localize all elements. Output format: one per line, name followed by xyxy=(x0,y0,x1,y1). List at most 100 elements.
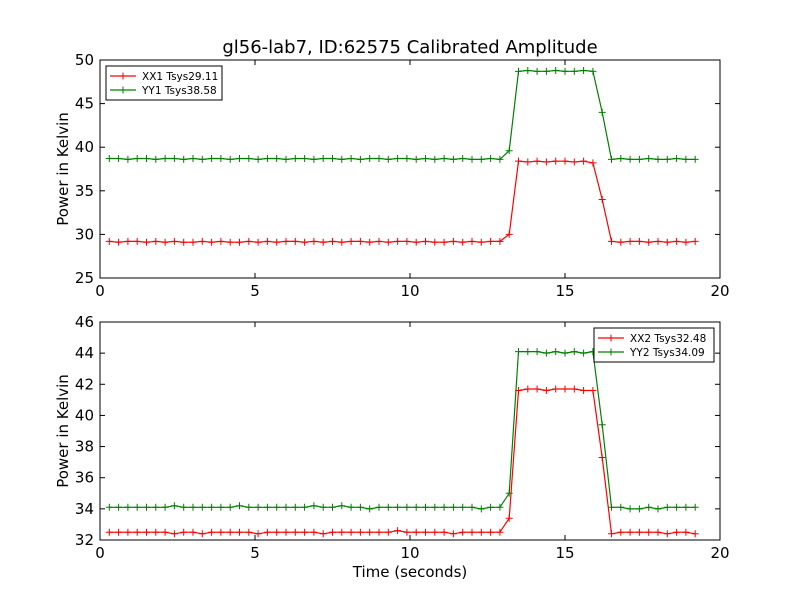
data-point xyxy=(115,155,123,163)
data-point xyxy=(645,238,653,246)
data-point xyxy=(291,503,299,511)
data-point xyxy=(515,157,522,165)
data-point xyxy=(524,158,532,166)
data-point xyxy=(570,348,578,356)
data-point xyxy=(291,528,299,536)
series-line xyxy=(109,388,696,535)
data-point xyxy=(487,155,495,163)
data-point xyxy=(654,155,662,163)
data-point xyxy=(459,528,467,536)
data-point xyxy=(180,528,188,536)
data-point xyxy=(189,155,197,163)
data-point xyxy=(170,502,178,510)
data-point xyxy=(487,528,495,536)
data-point xyxy=(236,528,243,536)
data-point xyxy=(394,155,402,163)
data-point xyxy=(105,237,113,245)
data-point xyxy=(580,66,588,74)
data-point xyxy=(663,503,671,511)
data-point xyxy=(366,238,374,246)
legend: XX2 Tsys32.48 YY2 Tsys34.09 xyxy=(593,327,715,363)
data-point xyxy=(589,159,597,167)
y-tick-label: 40 xyxy=(75,138,94,156)
series-yy1 xyxy=(105,66,699,163)
legend-label: YY1 Tsys38.58 xyxy=(141,85,217,97)
data-point xyxy=(542,349,550,357)
x-tick-label: 10 xyxy=(400,544,419,562)
data-point xyxy=(217,528,225,536)
data-point xyxy=(263,528,271,536)
data-point xyxy=(375,237,383,245)
data-point xyxy=(459,503,467,511)
data-point xyxy=(291,155,299,163)
series-line xyxy=(109,160,696,243)
data-point xyxy=(505,489,513,497)
data-point xyxy=(580,349,588,357)
data-point xyxy=(152,155,160,163)
data-point xyxy=(310,502,318,510)
legend-box xyxy=(593,327,715,363)
data-point xyxy=(626,237,634,245)
data-point xyxy=(505,230,513,238)
data-point xyxy=(663,238,671,246)
data-point xyxy=(663,155,671,163)
data-point xyxy=(161,503,169,511)
data-point xyxy=(654,237,662,245)
data-point xyxy=(459,238,467,246)
data-point xyxy=(635,505,643,513)
data-point xyxy=(105,503,113,511)
data-point xyxy=(347,528,355,536)
y-tick-label: 50 xyxy=(75,51,94,69)
data-point xyxy=(524,348,532,356)
data-point xyxy=(143,155,150,163)
data-point xyxy=(245,503,253,511)
data-point xyxy=(124,503,132,511)
data-point xyxy=(310,237,318,245)
data-point xyxy=(626,528,634,536)
data-point xyxy=(691,530,699,538)
data-point xyxy=(226,503,234,511)
data-point xyxy=(626,505,634,513)
data-point xyxy=(496,503,504,511)
data-point xyxy=(487,237,495,245)
x-tick-label: 15 xyxy=(555,282,574,300)
data-point xyxy=(282,503,290,511)
data-point xyxy=(403,155,411,163)
data-point xyxy=(515,348,522,356)
data-point xyxy=(208,238,216,246)
data-point xyxy=(198,503,206,511)
data-point xyxy=(533,157,541,165)
y-tick-label: 46 xyxy=(75,313,94,331)
data-point xyxy=(524,66,532,74)
data-point xyxy=(608,155,615,163)
data-point xyxy=(570,385,578,393)
data-point xyxy=(422,528,429,536)
data-point xyxy=(412,238,420,246)
data-point xyxy=(161,238,169,246)
y-axis-label: Power in Kelvin xyxy=(54,112,72,226)
data-point xyxy=(115,238,123,246)
data-point xyxy=(673,528,681,536)
data-point xyxy=(347,237,355,245)
data-point xyxy=(170,237,178,245)
data-point xyxy=(329,503,336,511)
data-point xyxy=(282,237,290,245)
data-point xyxy=(691,237,699,245)
data-point xyxy=(347,503,355,511)
data-point xyxy=(449,237,457,245)
data-point xyxy=(226,155,234,163)
data-point xyxy=(691,503,699,511)
data-point xyxy=(375,155,383,163)
data-point xyxy=(180,503,188,511)
data-point xyxy=(682,155,690,163)
data-point xyxy=(338,238,346,246)
data-point xyxy=(356,503,364,511)
data-point xyxy=(440,155,448,163)
data-point xyxy=(143,528,150,536)
x-tick-label: 0 xyxy=(95,544,105,562)
data-point xyxy=(673,237,681,245)
data-point xyxy=(366,505,374,513)
data-point xyxy=(329,528,336,536)
data-point xyxy=(422,237,429,245)
data-point xyxy=(254,530,262,538)
